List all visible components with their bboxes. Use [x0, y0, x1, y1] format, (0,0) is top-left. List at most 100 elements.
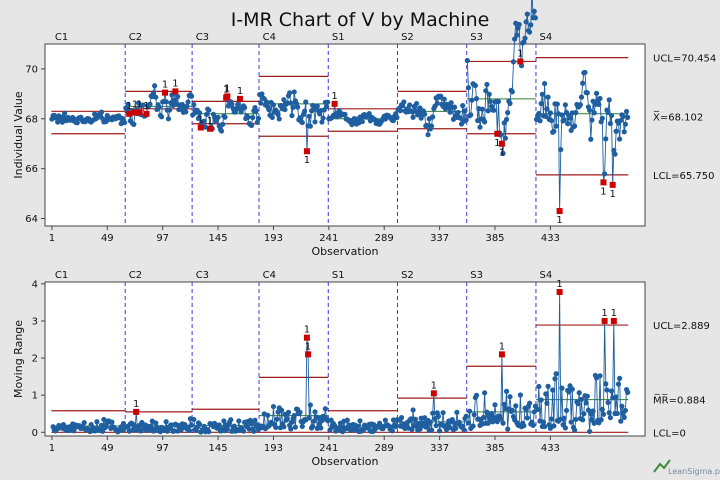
y-tick-label: 3 [32, 316, 38, 327]
data-point [263, 99, 270, 105]
data-point [500, 150, 506, 156]
out-of-control-point [609, 181, 616, 188]
x-tick-label: 97 [156, 233, 169, 244]
watermark-text: LeanSigma.pl [668, 467, 720, 476]
out-of-control-point [132, 109, 138, 116]
data-point [514, 32, 520, 38]
data-point [319, 119, 325, 125]
data-point [578, 396, 585, 403]
x-tick-label: 241 [319, 443, 338, 454]
data-point [530, 422, 536, 428]
data-point [410, 114, 416, 120]
group-label: S1 [332, 270, 345, 281]
data-point [71, 428, 77, 434]
data-point [577, 102, 583, 108]
data-point [498, 416, 504, 422]
data-point [543, 391, 549, 397]
x-tick-label: 289 [375, 233, 394, 244]
data-point [559, 385, 565, 391]
data-point [460, 103, 466, 109]
y-tick-label: 70 [25, 64, 38, 75]
data-point [527, 400, 533, 406]
data-point [228, 417, 234, 423]
data-point [597, 373, 603, 379]
data-point [437, 428, 443, 434]
data-point [509, 407, 515, 413]
out-of-control-flag: 1 [431, 380, 437, 391]
out-of-control-point [224, 93, 231, 100]
data-point [311, 418, 317, 424]
out-of-control-point [498, 140, 505, 147]
out-of-control-point [517, 58, 524, 65]
control-limit-label: LCL=65.750 [653, 171, 715, 182]
data-point [578, 94, 585, 100]
data-point [539, 91, 545, 97]
data-point [461, 427, 467, 433]
data-point [428, 427, 435, 433]
data-point [543, 113, 549, 119]
data-point [615, 381, 622, 387]
data-point [447, 109, 453, 115]
group-label: C1 [55, 32, 68, 43]
data-point [513, 403, 519, 409]
data-point [206, 429, 212, 435]
data-point [562, 102, 568, 108]
data-point [440, 410, 446, 416]
data-point [473, 96, 480, 102]
data-point [248, 122, 255, 128]
group-label: C4 [263, 32, 276, 43]
data-point [542, 423, 548, 430]
data-point [583, 400, 589, 406]
data-point [393, 424, 399, 430]
group-label: S1 [332, 32, 345, 43]
out-of-control-flag: 1 [494, 138, 500, 149]
data-point [468, 112, 474, 118]
data-point [186, 427, 192, 434]
x-tick-label: 241 [319, 233, 338, 244]
out-of-control-flag: 1 [499, 341, 505, 352]
data-point [479, 106, 485, 112]
group-label: C1 [55, 270, 68, 281]
data-point [467, 408, 473, 414]
group-label: C2 [129, 32, 142, 43]
data-point [565, 121, 571, 127]
out-of-control-point [600, 179, 607, 186]
data-point [535, 406, 541, 413]
out-of-control-point [207, 125, 213, 132]
data-point [540, 419, 547, 425]
data-point [448, 100, 454, 106]
x-axis-title: Observation [312, 455, 379, 468]
data-point [484, 409, 490, 415]
x-tick-label: 97 [156, 443, 169, 454]
data-point [307, 123, 313, 129]
data-point [545, 383, 551, 389]
plot-area [44, 43, 646, 227]
data-point [253, 108, 259, 114]
x-tick-label: 433 [541, 443, 560, 454]
out-of-control-flag: 1 [198, 115, 204, 126]
data-point [275, 112, 281, 118]
x-tick-label: 337 [430, 443, 449, 454]
data-point [269, 114, 275, 120]
data-point [591, 420, 597, 426]
data-point [503, 388, 510, 394]
data-point [282, 106, 288, 113]
moving-range-chart-panel: C1 C2 C3 C4 S1 S2 S3 S41 49 97 145 193 241 289 337 385 4… [12, 270, 710, 468]
data-point [492, 402, 498, 408]
data-point [240, 428, 247, 434]
data-point [614, 410, 620, 417]
data-point [152, 83, 158, 89]
data-point [483, 88, 489, 94]
chart-title: I-MR Chart of V by Machine [231, 9, 490, 31]
data-point [561, 117, 567, 123]
data-point [184, 103, 190, 109]
data-point [463, 117, 469, 123]
data-point [109, 419, 115, 425]
data-point [201, 118, 207, 124]
data-point [544, 400, 550, 406]
data-point [538, 397, 544, 403]
out-of-control-flag: 1 [556, 279, 562, 290]
data-point [397, 108, 403, 114]
data-point [480, 414, 487, 421]
